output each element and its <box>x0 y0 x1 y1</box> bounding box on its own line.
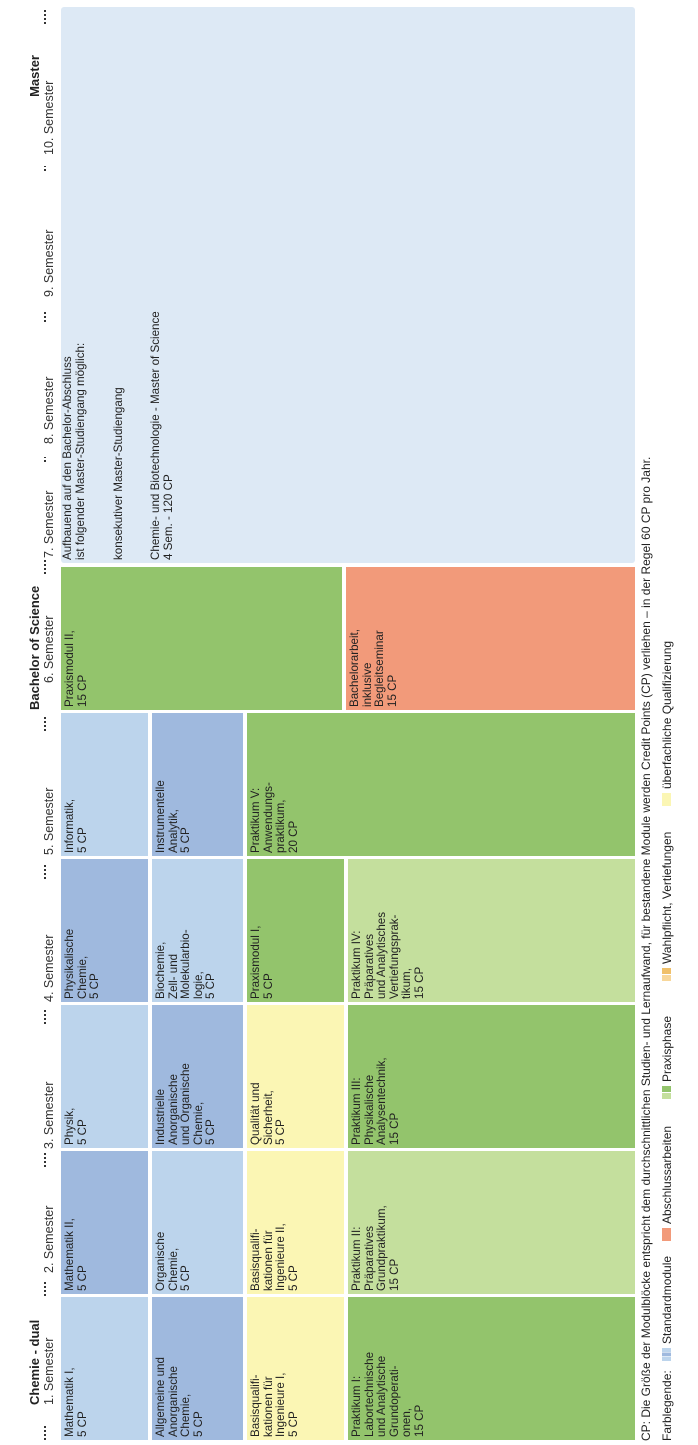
semester-label: 5. Semester <box>42 787 56 855</box>
semester-9-header: 9. Semester <box>0 207 56 297</box>
semester-6-header: Bachelor of Science 6. Semester <box>0 577 56 710</box>
legend-wahlpflicht: Wahlpflicht, Vertiefungen <box>660 832 674 981</box>
module-informatik: Informatik, 5 CP <box>61 713 148 856</box>
footnote: CP: Die Größe der Modulblöcke entspricht… <box>639 456 653 1441</box>
semester-label: 2. Semester <box>42 1205 56 1273</box>
dots-separator <box>44 1009 46 1025</box>
legend-swatch <box>662 1348 671 1361</box>
module-instrumentelle-analytik: Instrumentelle Analytik, 5 CP <box>152 713 243 856</box>
module-basisqualifikationen-1: Basisqualifi- kationen für Ingenieure I,… <box>247 1297 344 1440</box>
legend-title: Farblegende: <box>660 1370 674 1441</box>
module-praxismodul-1: Praxismodul I, 5 CP <box>247 859 344 1002</box>
module-allgemeine-anorganische-chemie: Allgemeine und Anorganische Chemie, 5 CP <box>152 1297 243 1440</box>
semester-1-header: Chemie - dual 1. Semester <box>0 1305 56 1405</box>
semester-label: 7. Semester <box>42 490 56 558</box>
module-praktikum-2: Praktikum II: Präparatives Grundpraktiku… <box>348 1151 635 1294</box>
module-physik: Physik, 5 CP <box>61 1005 148 1148</box>
master-program-type: konsekutiver Master-Studiengang <box>111 387 125 560</box>
dots-separator <box>44 311 46 323</box>
legend-abschlussarbeiten: Abschlussarbeiten <box>660 1126 674 1241</box>
legend-standardmodule: Standardmodule <box>660 1256 674 1361</box>
module-bachelorarbeit: Bachelorarbeit, inklusive Begleitseminar… <box>346 567 635 710</box>
module-organische-chemie: Organische Chemie, 5 CP <box>152 1151 243 1294</box>
bachelor-title: Bachelor of Science <box>27 585 42 710</box>
legend-praxisphase: Praxisphase <box>660 1016 674 1099</box>
semester-label: 9. Semester <box>42 229 56 297</box>
master-program-duration: 4 Sem. - 120 CP <box>162 474 176 560</box>
dots-separator <box>44 1425 46 1441</box>
semester-7-header: 7. Semester <box>0 468 56 558</box>
legend-swatch <box>662 793 671 806</box>
semester-label: 10. Semester <box>42 80 56 155</box>
legend-swatch <box>662 1228 671 1241</box>
dots-separator <box>44 559 46 575</box>
master-intro-line: Aufbauend auf den Bachelor-Abschluss <box>61 356 74 560</box>
master-title: Master <box>27 55 42 97</box>
module-praktikum-1: Praktikum I: Labortechnische und Analyti… <box>348 1297 635 1440</box>
dots-separator <box>44 166 46 172</box>
program-title: Chemie - dual <box>27 1319 42 1405</box>
master-intro-line: ist folgender Master-Studiengang möglich… <box>73 342 87 560</box>
semester-label: 8. Semester <box>42 376 56 444</box>
module-praxismodul-2: Praxismodul II, 15 CP <box>61 567 342 710</box>
dots-separator <box>44 716 46 732</box>
legend-swatch <box>662 1086 671 1099</box>
module-industrielle-chemie: Industrielle Anorganische und Organische… <box>152 1005 243 1148</box>
semester-8-header: 8. Semester <box>0 354 56 444</box>
module-biochemie: Biochemie, Zell- und Molekularbio- logie… <box>152 859 243 1002</box>
semester-10-header: Master 10. Semester <box>0 55 56 155</box>
semester-3-header: 3. Semester <box>0 1059 56 1149</box>
module-mathematik-1: Mathematik I, 5 CP <box>61 1297 148 1440</box>
semester-label: 6. Semester <box>42 615 56 683</box>
module-mathematik-2: Mathematik II, 5 CP <box>61 1151 148 1294</box>
module-qualitaet-sicherheit: Qualität und Sicherheit, 5 CP <box>247 1005 344 1148</box>
dots-separator <box>44 864 46 880</box>
semester-label: 1. Semester <box>42 1337 56 1405</box>
module-physikalische-chemie: Physikalische Chemie, 5 CP <box>61 859 148 1002</box>
legend-ueberfachlich: überfachliche Qualifizierung <box>660 641 674 806</box>
dots-separator <box>44 1281 46 1297</box>
dots-separator <box>44 457 46 463</box>
module-praktikum-3: Praktikum III: Physikalische Analysentec… <box>348 1005 635 1148</box>
semester-4-header: 4. Semester <box>0 912 56 1002</box>
module-praktikum-5: Praktikum V: Anwendungs- praktikum, 20 C… <box>247 713 635 856</box>
semester-5-header: 5. Semester <box>0 765 56 855</box>
module-praktikum-4: Praktikum IV: Präparatives und Analytisc… <box>348 859 635 1002</box>
module-basisqualifikationen-2: Basisqualifi- kationen für Ingenieure II… <box>247 1151 344 1294</box>
semester-2-header: 2. Semester <box>0 1183 56 1273</box>
dots-separator <box>44 1152 46 1168</box>
master-info: Aufbauend auf den Bachelor-Abschluss ist… <box>61 311 176 560</box>
semester-label: 4. Semester <box>42 934 56 1002</box>
legend-swatch <box>662 968 671 981</box>
dots-separator <box>44 9 46 25</box>
semester-label: 3. Semester <box>42 1081 56 1149</box>
